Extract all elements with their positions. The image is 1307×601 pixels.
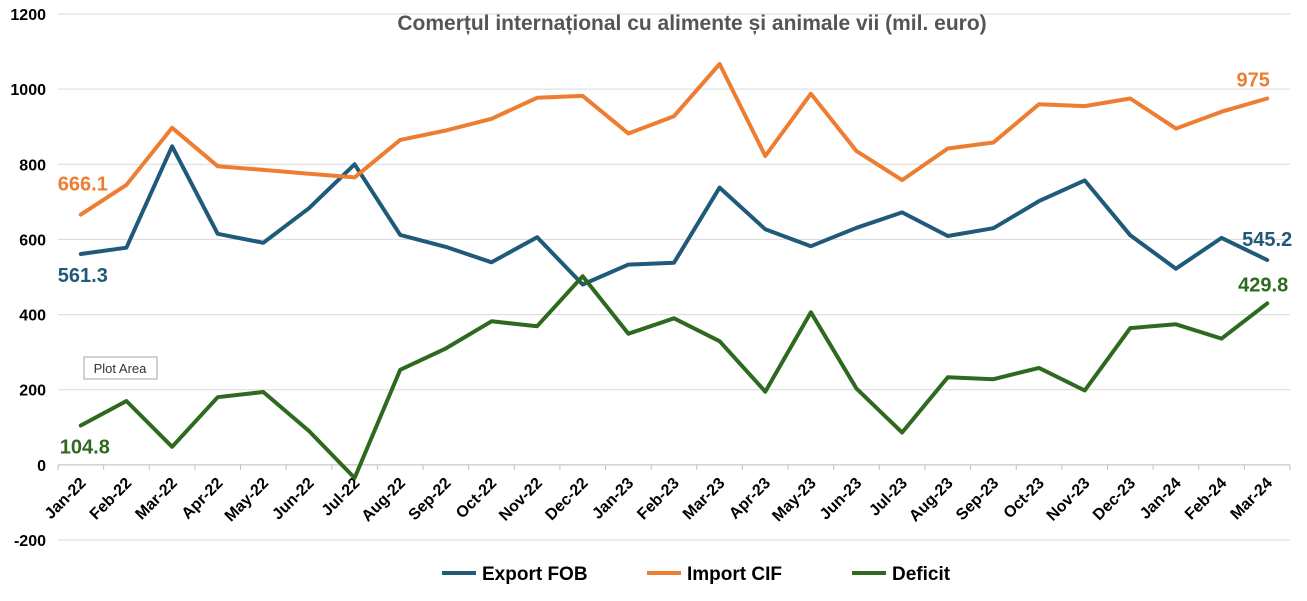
y-axis: -200 0 200 400 600 800 1000 1200 bbox=[10, 7, 46, 550]
x-tick-label: Dec-22 bbox=[542, 475, 591, 524]
x-tick-label: May-22 bbox=[222, 475, 272, 525]
chart-title: Comerțul internațional cu alimente și an… bbox=[397, 12, 986, 35]
y-tick-label: -200 bbox=[14, 533, 46, 550]
x-tick-label: Feb-22 bbox=[87, 475, 136, 524]
x-tick-label: Jan-22 bbox=[42, 475, 90, 523]
x-tick-label: May-23 bbox=[769, 475, 819, 525]
x-tick-label: Feb-24 bbox=[1182, 475, 1231, 524]
series-line-2[interactable] bbox=[78, 62, 1270, 217]
x-tick-label: Jul-22 bbox=[319, 475, 364, 520]
x-tick-label: Dec-23 bbox=[1090, 475, 1139, 524]
x-tick-label: Jun-22 bbox=[269, 475, 318, 524]
x-tick-label: Oct-22 bbox=[453, 475, 500, 522]
data-label: 666.1 bbox=[58, 174, 108, 196]
data-label: 545.2 bbox=[1242, 229, 1292, 251]
y-tick-label: 1000 bbox=[10, 82, 46, 99]
x-tick-label: Aug-22 bbox=[359, 475, 409, 525]
x-tick-label: Sep-23 bbox=[953, 475, 1002, 524]
x-tick-label: Oct-23 bbox=[1001, 475, 1048, 522]
gridlines bbox=[58, 13, 1290, 541]
y-tick-label: 0 bbox=[37, 458, 46, 475]
data-label: 429.8 bbox=[1238, 274, 1288, 296]
plot-area-tooltip: Plot Area bbox=[83, 356, 158, 380]
y-tick-label: 400 bbox=[19, 308, 46, 325]
legend-item-label[interactable]: Import CIF bbox=[687, 564, 782, 585]
data-labels: 561.3 545.2 666.1 975 104.8 429.8 bbox=[58, 70, 1292, 459]
tooltip-box bbox=[83, 356, 158, 380]
data-label: 975 bbox=[1236, 70, 1269, 92]
series-lines bbox=[78, 62, 1270, 480]
legend-item-label[interactable]: Export FOB bbox=[482, 564, 588, 585]
legend-item-label[interactable]: Deficit bbox=[892, 564, 951, 585]
x-tick-label: Mar-22 bbox=[132, 475, 181, 524]
data-label: 104.8 bbox=[60, 436, 110, 458]
x-tick-label: Jan-24 bbox=[1137, 475, 1185, 523]
series-line-3[interactable] bbox=[78, 274, 1270, 480]
x-tick-label: Apr-22 bbox=[179, 475, 227, 523]
series-line-1[interactable] bbox=[78, 144, 1270, 287]
legend: Export FOB Import CIF Deficit bbox=[442, 564, 951, 585]
x-tick-label: Jul-23 bbox=[866, 475, 911, 520]
x-tick-label: Mar-23 bbox=[680, 475, 729, 524]
x-tick-label: Feb-23 bbox=[634, 475, 683, 524]
y-tick-label: 200 bbox=[19, 383, 46, 400]
x-tick-label: Apr-23 bbox=[726, 475, 774, 523]
y-tick-label: 600 bbox=[19, 232, 46, 249]
tooltip-text: Plot Area bbox=[94, 361, 148, 376]
x-tick-label: Jun-23 bbox=[817, 475, 866, 524]
x-tick-label: Nov-22 bbox=[496, 475, 546, 525]
y-tick-label: 800 bbox=[19, 157, 46, 174]
data-label: 561.3 bbox=[58, 265, 108, 287]
x-tick-label: Sep-22 bbox=[406, 475, 455, 524]
x-tick-label: Aug-23 bbox=[906, 475, 956, 525]
x-tick-label: Jan-23 bbox=[589, 475, 637, 523]
x-tick-label: Nov-23 bbox=[1044, 475, 1094, 525]
y-tick-label: 1200 bbox=[10, 7, 46, 24]
x-tick-label: Mar-24 bbox=[1228, 475, 1277, 524]
